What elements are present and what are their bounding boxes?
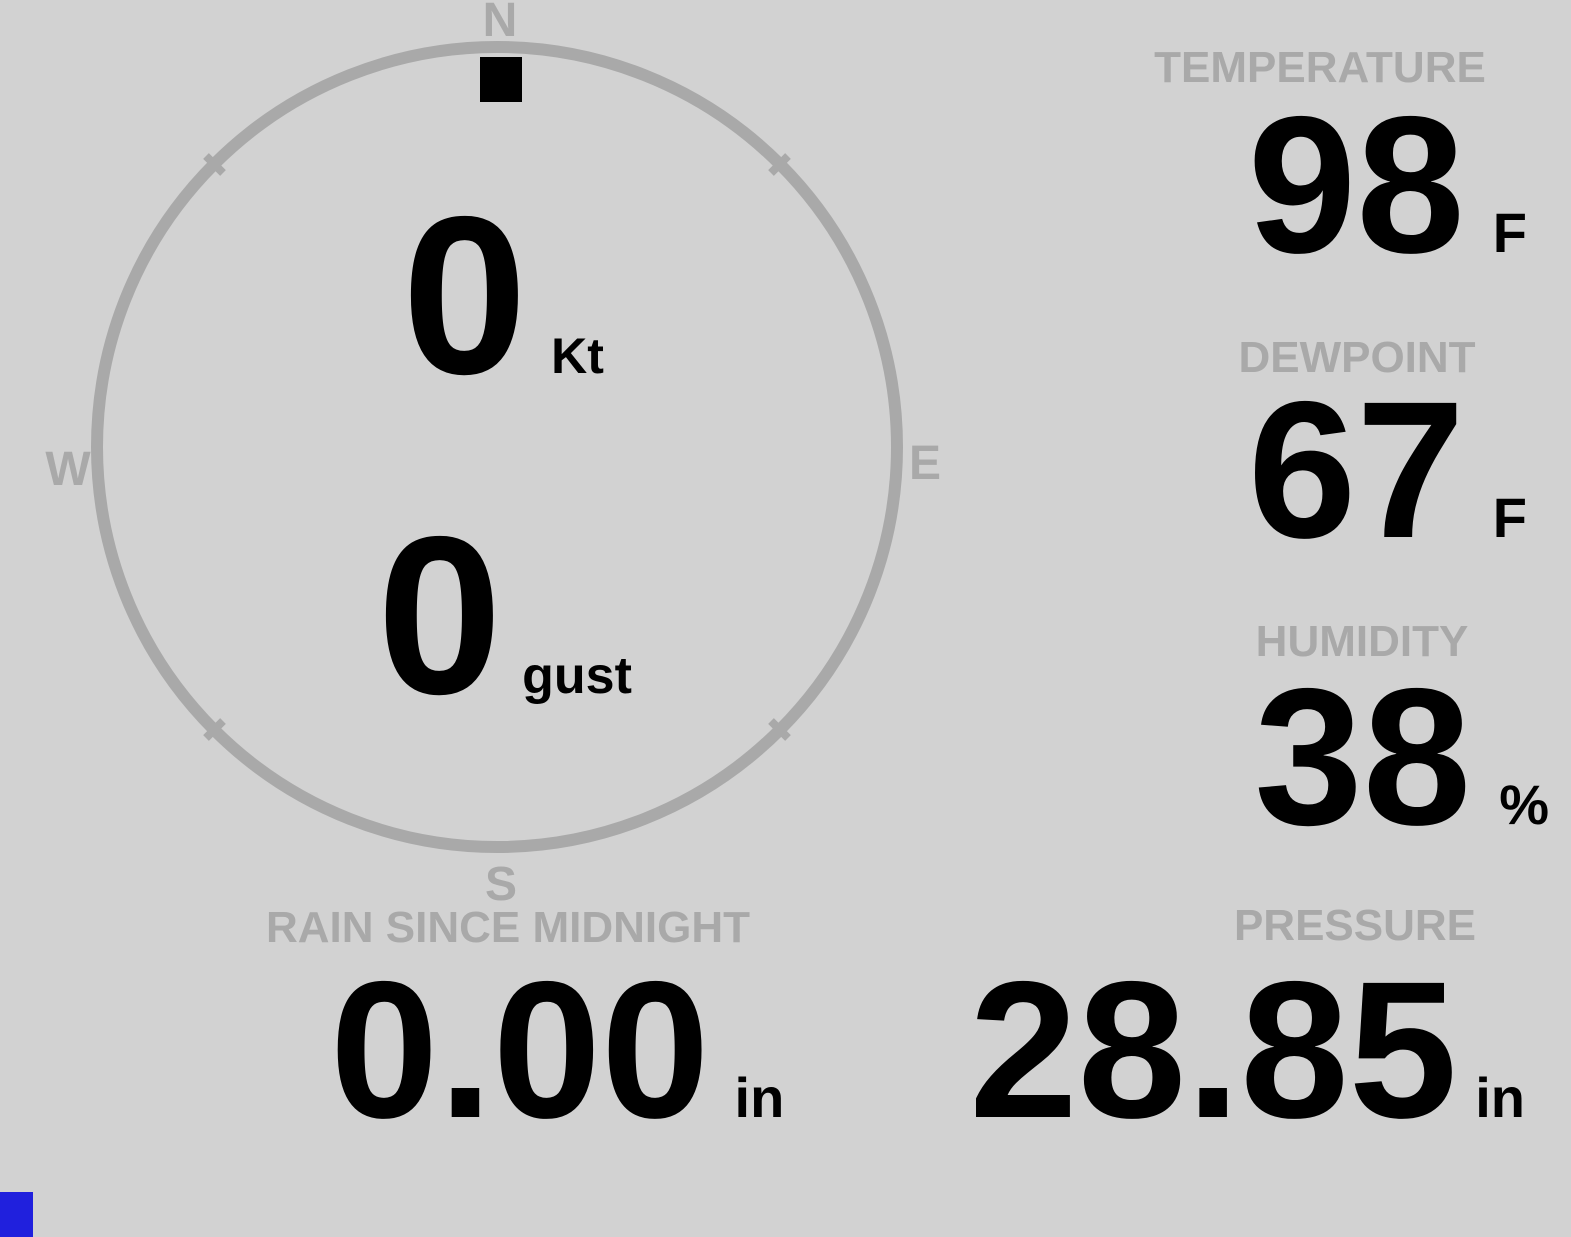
wind-gust-unit: gust	[522, 647, 632, 705]
wind-speed-value: 0	[402, 169, 528, 421]
temperature-label: TEMPERATURE	[1154, 43, 1486, 92]
corner-artifact	[0, 1192, 33, 1237]
compass-ring-icon	[91, 41, 903, 853]
compass-tick-nw	[203, 153, 226, 176]
compass-tick-sw	[203, 718, 226, 741]
rain-reading: 0.00 in	[330, 953, 784, 1148]
rain-value: 0.00	[330, 941, 710, 1159]
compass-tick-ne	[768, 153, 791, 176]
wind-gust: 0 gust	[377, 503, 632, 728]
compass-label-west: W	[45, 443, 91, 496]
temperature-reading: 98 F	[1248, 88, 1527, 283]
compass-tick-se	[768, 718, 791, 741]
humidity-reading: 38%	[1254, 660, 1549, 855]
dewpoint-reading: 67 F	[1248, 373, 1527, 568]
compass-ring	[91, 41, 903, 853]
rain-label: RAIN SINCE MIDNIGHT	[266, 903, 750, 952]
pressure-label: PRESSURE	[1233, 901, 1477, 950]
compass-label-north: N	[482, 0, 518, 47]
humidity-unit: %	[1499, 773, 1549, 836]
rain-unit: in	[734, 1066, 785, 1129]
pressure-reading: 28.85 in	[969, 953, 1525, 1148]
dewpoint-label: DEWPOINT	[1238, 333, 1476, 382]
wind-gust-value: 0	[377, 489, 503, 741]
dewpoint-unit: F	[1492, 486, 1527, 549]
wind-speed-unit: Kt	[551, 328, 604, 384]
wind-compass: N E S W 0 Kt 0 gust	[0, 0, 1000, 909]
dewpoint-value: 67	[1247, 361, 1465, 579]
temperature-value: 98	[1247, 76, 1465, 294]
humidity-label: HUMIDITY	[1255, 617, 1469, 666]
compass-label-south: S	[484, 858, 518, 911]
humidity-value: 38	[1254, 648, 1472, 866]
pressure-unit: in	[1475, 1066, 1525, 1129]
temperature-unit: F	[1492, 201, 1527, 264]
pressure-value: 28.85	[969, 941, 1458, 1159]
wind-direction-marker-icon	[480, 57, 522, 102]
compass-label-east: E	[908, 437, 942, 490]
wind-speed: 0 Kt	[402, 183, 604, 408]
